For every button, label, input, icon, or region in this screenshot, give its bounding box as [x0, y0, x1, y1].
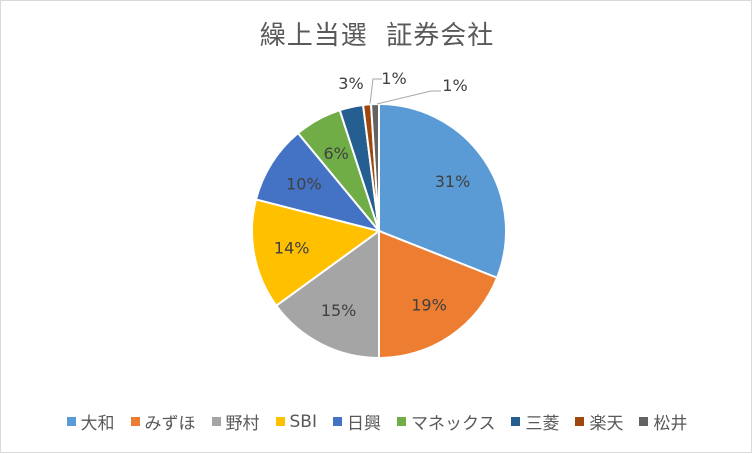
data-label-6: 6% — [324, 144, 349, 163]
legend-label-4: SBI — [289, 411, 317, 432]
legend-swatch-6 — [396, 417, 406, 426]
pie-slice-5 — [254, 131, 382, 233]
data-label-7: 3% — [338, 74, 363, 93]
legend-swatch-2 — [130, 417, 140, 426]
legend-label-1: 大和 — [80, 414, 115, 434]
legend-item-3: 野村 — [211, 409, 260, 434]
legend-swatch-1 — [66, 417, 76, 426]
legend-item-7: 三菱 — [511, 409, 559, 434]
legend-item-5: 日興 — [332, 409, 381, 434]
data-label-4: 14% — [274, 239, 310, 258]
legend-label-5: 日興 — [346, 414, 381, 434]
legend-label-2: みずほ — [144, 414, 196, 434]
leader-line-8 — [369, 78, 382, 105]
data-label-3: 15% — [321, 301, 357, 320]
legend-label-8: 楽天 — [589, 414, 624, 434]
legend-label-7: 三菱 — [525, 414, 560, 434]
legend-swatch-8 — [575, 417, 585, 426]
data-label-2: 19% — [411, 296, 447, 315]
data-label-5: 10% — [286, 174, 322, 193]
pie-slice-3 — [274, 229, 380, 360]
legend-item-2: みずほ — [130, 409, 196, 434]
legend-swatch-4 — [275, 417, 285, 426]
legend-item-4: SBI — [275, 411, 317, 432]
data-label-1: 31% — [435, 172, 471, 191]
legend-label-9: 松井 — [653, 414, 688, 434]
legend-item-8: 楽天 — [575, 409, 623, 434]
leader-line-9 — [376, 90, 441, 105]
legend-swatch-7 — [511, 417, 521, 426]
chart-title: 繰上当選 証券会社 — [259, 21, 495, 51]
pie-slice-4 — [251, 198, 382, 308]
legend-item-1: 大和 — [66, 409, 115, 434]
legend-label-6: マネックス — [410, 414, 496, 434]
legend-swatch-3 — [211, 417, 221, 426]
data-label-8: 1% — [381, 69, 406, 88]
data-label-9: 1% — [442, 76, 467, 95]
legend-swatch-5 — [332, 417, 342, 426]
pie-slice-2 — [378, 229, 499, 360]
chart-legend: 大和 みずほ 野村 SBI 日興 マネックス 三菱 楽天 松井 — [1, 409, 752, 434]
legend-item-6: マネックス — [396, 409, 496, 434]
legend-item-9: 松井 — [639, 409, 687, 434]
legend-label-3: 野村 — [225, 414, 260, 434]
legend-swatch-9 — [639, 417, 649, 426]
pie-slice-1 — [378, 102, 507, 280]
